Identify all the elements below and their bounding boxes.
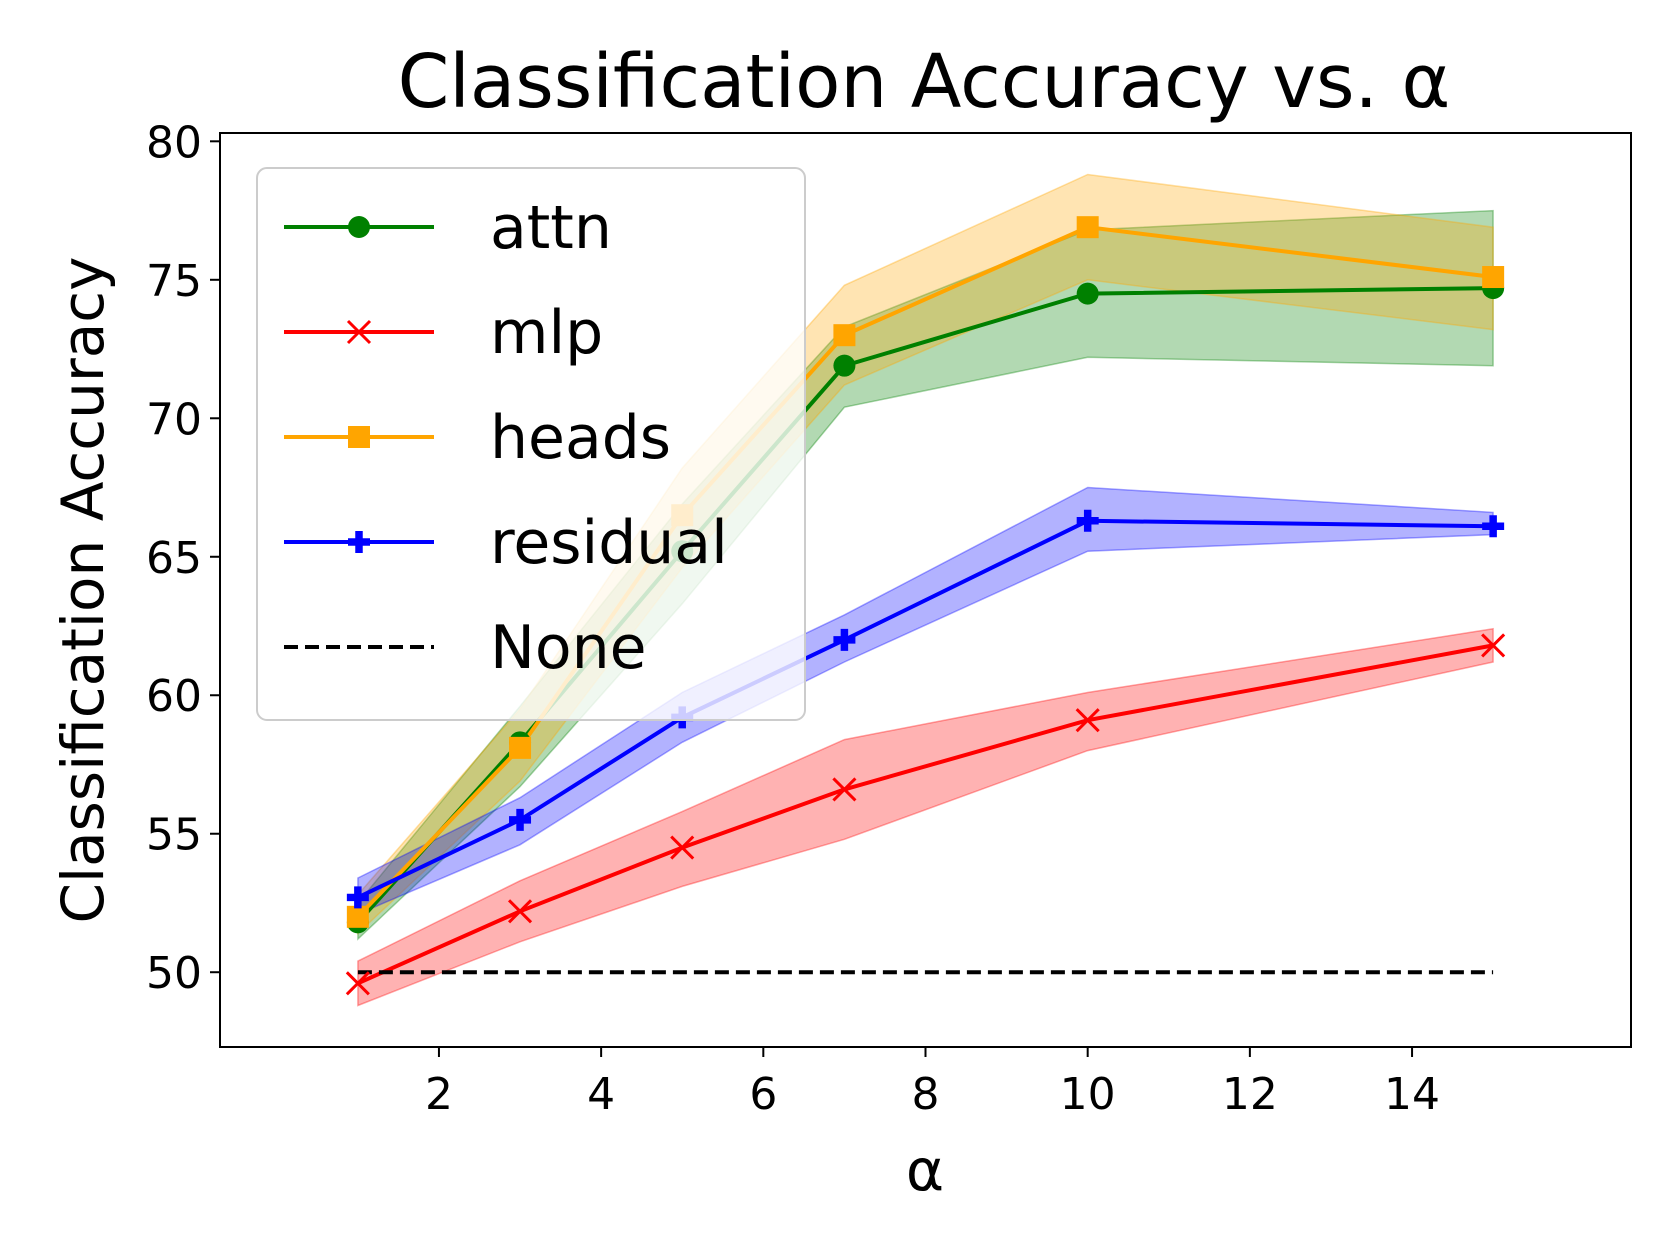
x-tick-label-10: 10 bbox=[1060, 1069, 1116, 1120]
point-mlp-10 bbox=[1075, 708, 1100, 733]
point-mlp-1 bbox=[345, 971, 370, 996]
y-tick-label-70: 70 bbox=[146, 394, 202, 445]
band-mlp bbox=[357, 627, 1494, 1007]
point-heads-10 bbox=[1076, 216, 1099, 239]
point-attn-7 bbox=[833, 354, 856, 377]
point-attn-10 bbox=[1076, 282, 1099, 305]
x-tick-label-4: 4 bbox=[587, 1069, 615, 1120]
point-residual-15 bbox=[1482, 515, 1505, 538]
y-tick-label-50: 50 bbox=[146, 948, 202, 999]
x-tick-label-6: 6 bbox=[749, 1069, 777, 1120]
point-mlp-15 bbox=[1481, 633, 1506, 658]
legend-marker-heads bbox=[348, 426, 370, 448]
x-tick-label-2: 2 bbox=[425, 1069, 453, 1120]
x-axis: 2 4 6 8 10 12 14 bbox=[425, 1047, 1440, 1120]
legend-marker-mlp bbox=[346, 319, 372, 345]
point-heads-15 bbox=[1482, 266, 1505, 289]
y-tick-label-75: 75 bbox=[146, 256, 202, 307]
legend-label-heads: heads bbox=[490, 403, 671, 473]
point-mlp-7 bbox=[832, 777, 857, 802]
legend: attn mlp heads residual None bbox=[256, 167, 806, 721]
y-tick-label-80: 80 bbox=[146, 117, 202, 168]
point-mlp-5 bbox=[670, 835, 695, 860]
y-tick-label-55: 55 bbox=[146, 810, 202, 861]
point-heads-1 bbox=[346, 905, 369, 928]
legend-marker-attn bbox=[348, 216, 370, 238]
legend-label-residual: residual bbox=[490, 508, 728, 578]
point-residual-1 bbox=[346, 886, 369, 909]
x-tick-label-12: 12 bbox=[1222, 1069, 1278, 1120]
legend-label-attn: attn bbox=[490, 193, 612, 263]
x-tick-label-8: 8 bbox=[912, 1069, 940, 1120]
x-tick-label-14: 14 bbox=[1384, 1069, 1440, 1120]
point-mlp-3 bbox=[507, 899, 533, 924]
line-mlp bbox=[357, 643, 1494, 986]
legend-label-mlp: mlp bbox=[490, 298, 603, 368]
y-tick-label-65: 65 bbox=[146, 533, 202, 584]
point-residual-10 bbox=[1076, 509, 1099, 532]
point-heads-3 bbox=[509, 736, 532, 759]
point-heads-7 bbox=[833, 324, 856, 347]
y-axis: 50 55 60 65 70 75 80 bbox=[146, 117, 220, 999]
legend-box bbox=[256, 167, 806, 721]
x-axis-label: α bbox=[906, 1136, 944, 1204]
point-residual-3 bbox=[509, 808, 532, 831]
y-axis-label: Classification Accuracy bbox=[49, 257, 117, 924]
point-residual-7 bbox=[833, 628, 856, 651]
y-tick-label-60: 60 bbox=[146, 671, 202, 722]
legend-label-none: None bbox=[490, 613, 647, 683]
chart-title: Classification Accuracy vs. α bbox=[398, 39, 1451, 125]
legend-marker-residual bbox=[348, 531, 370, 553]
